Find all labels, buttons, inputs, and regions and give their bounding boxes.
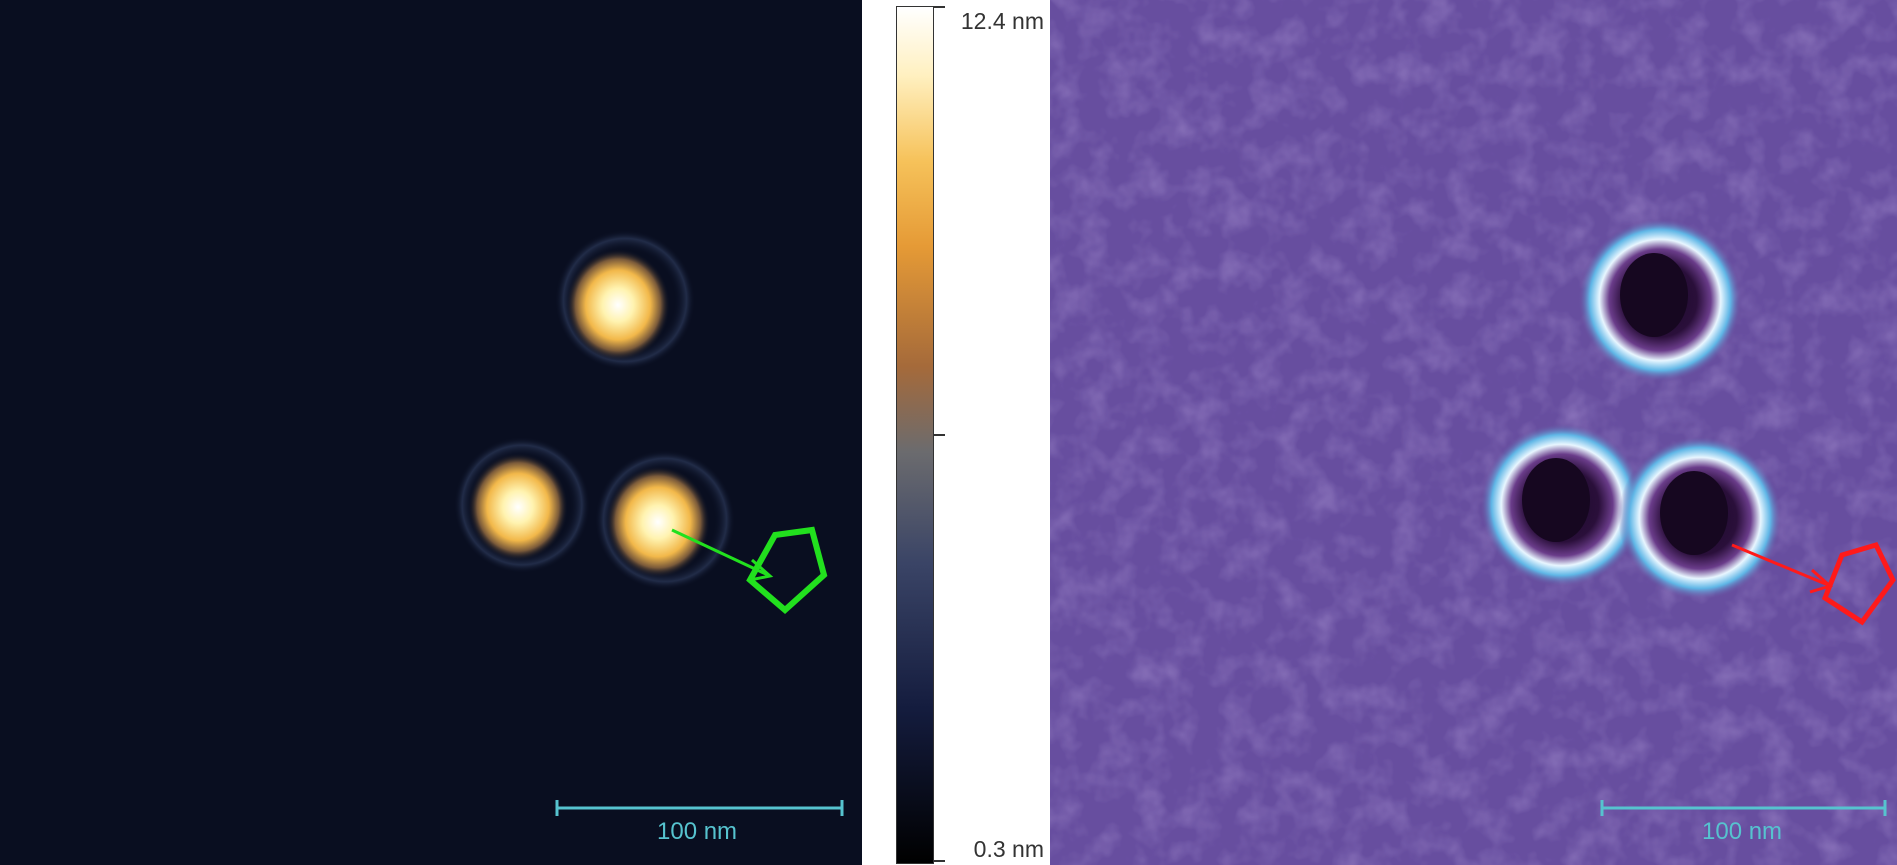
- right-afm-phase-image: 100 nm: [1050, 0, 1897, 865]
- left-scale-bar-label: 100 nm: [657, 818, 738, 845]
- colorbar-gradient: [896, 6, 934, 864]
- right-scale-bar: [1600, 800, 1887, 816]
- particle-bottom-left: [454, 437, 590, 573]
- colorbar-tick-mid: [933, 434, 945, 436]
- right-scale-bar-label: 100 nm: [1702, 818, 1783, 845]
- colorbar-tick-top: [933, 6, 945, 8]
- particle-ring-bottom-left: [1480, 423, 1644, 587]
- left-background: [0, 0, 862, 865]
- height-colorbar: 12.4 nm 0.3 nm: [880, 0, 1050, 865]
- particle-top: [555, 230, 695, 370]
- left-afm-height-image: 100 nm: [0, 0, 862, 865]
- green-pentagon-marker: [671, 526, 828, 614]
- left-scale-bar: [555, 800, 844, 816]
- particle-ring-bottom-right: [1618, 436, 1782, 600]
- colorbar-tick-bottom: [933, 860, 945, 862]
- particle-bottom-right: [595, 450, 735, 590]
- left-image-canvas: [0, 0, 862, 865]
- colorbar-max-label: 12.4 nm: [960, 8, 1044, 34]
- colorbar-min-label: 0.3 nm: [973, 836, 1044, 862]
- right-image-canvas: [1050, 0, 1897, 865]
- particle-ring-top: [1578, 218, 1742, 382]
- red-pentagon-marker: [1731, 542, 1896, 626]
